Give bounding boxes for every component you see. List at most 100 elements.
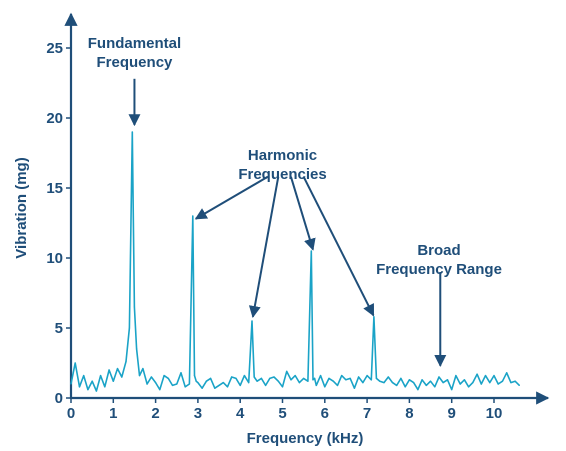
data-point bbox=[468, 386, 470, 388]
data-point bbox=[472, 382, 474, 384]
data-point bbox=[425, 384, 427, 386]
y-tick-label: 10 bbox=[46, 250, 63, 267]
data-point bbox=[417, 389, 419, 391]
data-point bbox=[273, 376, 275, 378]
annotation-fundamental: Fundamental Frequency bbox=[88, 35, 181, 127]
data-point bbox=[404, 386, 406, 388]
x-tick-label: 0 bbox=[67, 405, 75, 422]
data-point bbox=[95, 390, 97, 392]
annotation-arrow bbox=[194, 175, 269, 220]
data-point bbox=[209, 377, 212, 379]
annotation-broad-range: Broad Frequency Range bbox=[376, 242, 502, 367]
data-point bbox=[366, 375, 368, 377]
x-tick-label: 8 bbox=[405, 405, 413, 422]
data-point bbox=[290, 379, 292, 381]
x-tick-label: 2 bbox=[151, 405, 159, 422]
x-tick-label: 1 bbox=[109, 405, 117, 422]
data-point bbox=[434, 386, 436, 388]
data-point bbox=[251, 320, 253, 322]
data-point bbox=[497, 383, 499, 385]
data-point bbox=[373, 316, 375, 318]
data-point bbox=[336, 384, 339, 386]
data-point bbox=[281, 386, 284, 388]
annotation-arrow bbox=[302, 176, 375, 317]
annotation-text: Harmonic bbox=[248, 147, 317, 164]
x-tick-label: 9 bbox=[448, 405, 456, 422]
data-point bbox=[277, 380, 279, 382]
data-point bbox=[91, 380, 93, 382]
data-point bbox=[396, 384, 398, 386]
data-point bbox=[74, 362, 76, 364]
data-point bbox=[349, 377, 351, 379]
data-point bbox=[150, 376, 152, 378]
x-axis-title: Frequency (kHz) bbox=[247, 430, 364, 447]
y-axis-title: Vibration (mg) bbox=[13, 157, 30, 258]
annotation-text: Frequency Range bbox=[376, 261, 502, 278]
data-point bbox=[167, 377, 169, 379]
x-tick-label: 4 bbox=[236, 405, 245, 422]
data-point bbox=[459, 383, 461, 385]
data-point bbox=[125, 361, 127, 363]
data-point bbox=[480, 383, 482, 385]
data-point bbox=[112, 380, 114, 382]
data-point bbox=[104, 386, 106, 388]
x-tick-label: 10 bbox=[486, 405, 503, 422]
data-point bbox=[413, 382, 415, 384]
data-point bbox=[131, 131, 133, 133]
data-point bbox=[146, 383, 148, 385]
data-point bbox=[446, 379, 449, 381]
data-point bbox=[451, 389, 453, 391]
data-point bbox=[387, 376, 389, 378]
data-point bbox=[70, 383, 72, 385]
x-tick-label: 5 bbox=[278, 405, 286, 422]
data-point bbox=[324, 386, 326, 388]
data-point bbox=[260, 377, 262, 379]
data-point bbox=[514, 380, 516, 382]
data-point bbox=[264, 384, 267, 386]
data-point bbox=[314, 377, 316, 379]
data-point bbox=[116, 368, 119, 370]
annotation-arrow bbox=[248, 176, 280, 318]
data-point bbox=[379, 380, 381, 382]
data-point bbox=[476, 373, 478, 375]
data-point bbox=[188, 383, 191, 385]
data-point bbox=[310, 250, 312, 252]
data-point bbox=[195, 380, 197, 382]
data-point bbox=[312, 379, 314, 381]
data-point bbox=[163, 375, 165, 377]
data-point bbox=[358, 376, 360, 378]
data-point bbox=[155, 382, 157, 384]
data-point bbox=[226, 386, 229, 388]
data-point bbox=[201, 387, 203, 389]
data-point bbox=[303, 377, 305, 379]
data-point bbox=[332, 380, 334, 382]
data-point bbox=[345, 379, 347, 381]
data-point bbox=[353, 387, 356, 389]
data-point bbox=[269, 377, 271, 379]
data-point bbox=[243, 375, 246, 377]
data-point bbox=[193, 375, 196, 377]
data-point bbox=[192, 215, 194, 217]
data-point bbox=[362, 382, 364, 384]
data-point bbox=[235, 377, 237, 379]
data-point bbox=[133, 306, 136, 308]
data-point bbox=[248, 382, 250, 384]
y-tick-label: 15 bbox=[46, 180, 63, 197]
data-point bbox=[501, 380, 504, 382]
data-point bbox=[83, 375, 85, 377]
y-tick-label: 5 bbox=[55, 320, 63, 337]
data-point bbox=[484, 375, 487, 377]
data-point bbox=[100, 375, 102, 377]
data-point bbox=[328, 377, 330, 379]
data-point bbox=[239, 384, 241, 386]
annotation-arrow bbox=[290, 176, 316, 251]
data-point bbox=[408, 379, 410, 381]
data-point bbox=[286, 370, 288, 372]
data-point bbox=[400, 377, 402, 379]
data-point bbox=[231, 376, 233, 378]
data-point bbox=[176, 383, 178, 385]
chart-annotations: Fundamental Frequency Harmonic Frequencies B… bbox=[88, 35, 502, 367]
data-point bbox=[489, 382, 491, 384]
data-point bbox=[315, 384, 317, 386]
x-tick-label: 3 bbox=[194, 405, 202, 422]
